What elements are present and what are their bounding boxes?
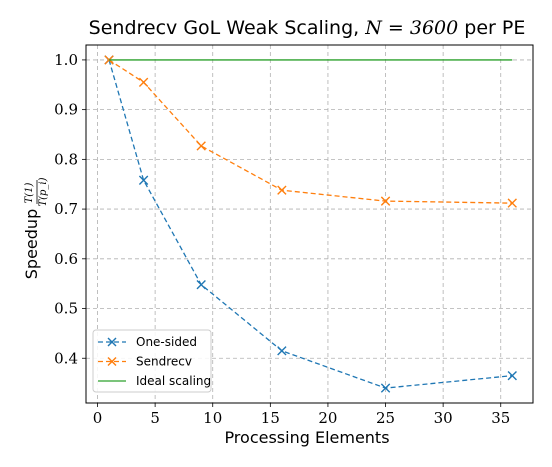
data-point-marker bbox=[380, 383, 391, 393]
y-tick-label: 0.8 bbox=[54, 150, 78, 168]
legend-label: Sendrecv bbox=[136, 355, 192, 369]
legend-entry: One-sided bbox=[98, 335, 197, 349]
legend-entry: Ideal scaling bbox=[98, 374, 211, 388]
y-tick-label: 1.0 bbox=[54, 51, 78, 69]
y-axis-label-text: Speedup bbox=[22, 209, 41, 279]
ticks: 0 5 10 15 20 25 30 35 0.4 0.5 0.6 0.7 0.8 0.9 1.0 bbox=[54, 51, 510, 427]
grid bbox=[86, 45, 533, 403]
x-tick-label: 20 bbox=[318, 409, 337, 427]
x-tick-label: 15 bbox=[261, 409, 280, 427]
legend-entry: Sendrecv bbox=[98, 355, 192, 369]
chart-title-prefix: Sendrecv GoL Weak Scaling, bbox=[89, 17, 366, 39]
x-tick-label: 10 bbox=[203, 409, 222, 427]
y-tick-label: 0.9 bbox=[54, 101, 78, 119]
x-tick-label: 25 bbox=[376, 409, 395, 427]
data-point-marker bbox=[138, 175, 149, 185]
data-point-marker bbox=[507, 198, 517, 208]
plot-frame bbox=[85, 44, 534, 404]
legend-box bbox=[92, 329, 212, 393]
legend-marker bbox=[107, 357, 117, 366]
y-tick-label: 0.7 bbox=[54, 200, 78, 218]
x-tick-label: 30 bbox=[434, 409, 453, 427]
data-point-marker bbox=[138, 77, 149, 87]
x-tick-label: 0 bbox=[93, 409, 103, 427]
legend: One-sided Sendrecv Ideal scaling bbox=[92, 329, 212, 393]
legend-label: One-sided bbox=[136, 335, 197, 349]
y-axis-label-denominator: T(p_i) bbox=[38, 177, 49, 206]
chart-title: Sendrecv GoL Weak Scaling, N = 3600 per … bbox=[89, 17, 526, 39]
chart-title-suffix: per PE bbox=[458, 17, 525, 39]
series-line bbox=[108, 59, 513, 204]
y-axis-label: Speedup T(1) T(p_i) bbox=[22, 177, 49, 279]
data-point-marker bbox=[277, 346, 287, 356]
data-point-marker bbox=[507, 370, 517, 381]
y-axis-label-numerator: T(1) bbox=[24, 182, 35, 203]
x-tick-label: 5 bbox=[150, 409, 160, 427]
y-tick-label: 0.4 bbox=[54, 349, 78, 367]
x-axis-label: Processing Elements bbox=[224, 428, 389, 447]
x-tick-label: 35 bbox=[491, 409, 510, 427]
data-point-marker bbox=[380, 196, 391, 206]
y-tick-label: 0.6 bbox=[54, 250, 78, 268]
chart-title-math: N = 3600 bbox=[364, 17, 458, 39]
data-point-marker bbox=[196, 141, 206, 151]
legend-marker bbox=[107, 337, 117, 347]
data-point-marker bbox=[196, 279, 206, 290]
data-point-marker bbox=[277, 185, 287, 195]
y-tick-label: 0.5 bbox=[54, 300, 78, 318]
series-line bbox=[108, 59, 513, 389]
series-layer bbox=[104, 55, 517, 393]
legend-label: Ideal scaling bbox=[136, 374, 211, 388]
